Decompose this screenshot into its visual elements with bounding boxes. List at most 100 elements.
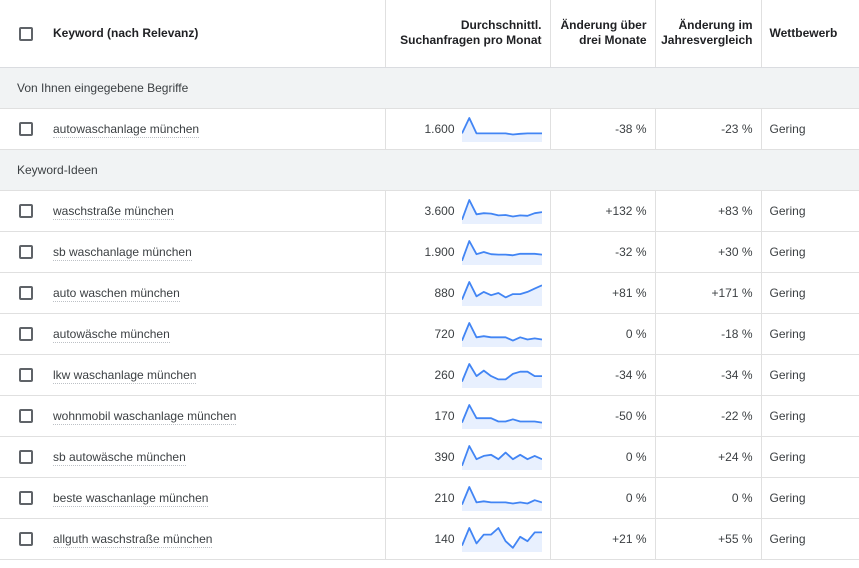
sparkline-area (461, 486, 542, 511)
column-header-three-month-change[interactable]: Änderung über drei Monate (549, 0, 655, 68)
keyword-cell: sb autowäsche münchen (47, 436, 385, 478)
column-header-competition[interactable]: Wettbewerb (760, 0, 859, 68)
avg-searches-value: 3.600 (424, 203, 455, 218)
keyword-text: allguth waschstraße münchen (53, 531, 213, 548)
trend-sparkline (460, 280, 542, 306)
yoy-change-value: +171 % (711, 285, 753, 300)
avg-searches-cell: 140 (384, 518, 550, 560)
trend-sparkline (460, 485, 542, 511)
table-header-row: Keyword (nach Relevanz) Durchschnittl. S… (0, 0, 859, 68)
keyword-cell: wohnmobil waschanlage münchen (47, 395, 385, 437)
yoy-change-value: -23 % (721, 121, 753, 136)
row-checkbox[interactable] (18, 244, 33, 259)
sparkline-line (460, 239, 542, 261)
three-month-change-cell: +132 % (549, 190, 655, 232)
yoy-change-cell: +55 % (654, 518, 761, 560)
select-all-cell (0, 0, 47, 68)
row-checkbox[interactable] (18, 203, 33, 218)
trend-sparkline (460, 198, 542, 224)
competition-value: Gering (769, 203, 806, 218)
row-checkbox-cell (0, 436, 47, 478)
yoy-change-cell: -22 % (654, 395, 761, 437)
competition-value: Gering (769, 244, 806, 259)
competition-cell: Gering (760, 190, 859, 232)
row-checkbox-cell (0, 354, 47, 396)
sparkline-line (460, 444, 542, 466)
keyword-text: sb waschanlage münchen (53, 244, 192, 261)
sparkline-area (461, 199, 542, 224)
keyword-cell: autowäsche münchen (47, 313, 385, 355)
avg-searches-value: 140 (434, 531, 455, 546)
sparkline-area (461, 117, 542, 142)
yoy-change-cell: -18 % (654, 313, 761, 355)
row-checkbox[interactable] (18, 326, 33, 341)
table-row: sb waschanlage münchen 1.900 -32 % +30 % Ger… (0, 231, 859, 273)
keyword-cell: beste waschanlage münchen (47, 477, 385, 519)
keyword-text: waschstraße münchen (53, 203, 174, 220)
keyword-text: autowäsche münchen (53, 326, 170, 343)
column-header-yoy-change[interactable]: Änderung im Jahresvergleich (654, 0, 761, 68)
row-checkbox[interactable] (18, 449, 33, 464)
table-body: Von Ihnen eingegebene Begriffe autowascha… (0, 67, 859, 560)
row-checkbox[interactable] (18, 285, 33, 300)
competition-value: Gering (769, 449, 806, 464)
row-checkbox-cell (0, 518, 47, 560)
sparkline-area (461, 527, 542, 552)
avg-searches-value: 210 (434, 490, 455, 505)
competition-cell: Gering (760, 231, 859, 273)
avg-searches-cell: 3.600 (384, 190, 550, 232)
three-month-change-cell: 0 % (549, 477, 655, 519)
avg-searches-cell: 720 (384, 313, 550, 355)
row-checkbox[interactable] (18, 531, 33, 546)
column-header-keyword-label: Keyword (nach Relevanz) (53, 26, 199, 41)
trend-sparkline (460, 362, 542, 388)
three-month-change-cell: 0 % (549, 436, 655, 478)
sparkline-line (460, 116, 542, 135)
yoy-change-cell: +30 % (654, 231, 761, 273)
column-header-three-month-line1: Änderung über (560, 18, 647, 33)
table-row: autowaschanlage münchen 1.600 -38 % -23 % Ge… (0, 108, 859, 150)
row-checkbox[interactable] (18, 367, 33, 382)
avg-searches-value: 170 (434, 408, 455, 423)
competition-value: Gering (769, 367, 806, 382)
column-header-avg-searches[interactable]: Durchschnittl. Suchanfragen pro Monat (384, 0, 550, 68)
row-checkbox[interactable] (18, 121, 33, 136)
row-checkbox[interactable] (18, 490, 33, 505)
three-month-change-cell: -34 % (549, 354, 655, 396)
avg-searches-value: 1.900 (424, 244, 455, 259)
column-header-keyword[interactable]: Keyword (nach Relevanz) (47, 0, 385, 68)
three-month-change-value: +21 % (612, 531, 647, 546)
three-month-change-cell: -32 % (549, 231, 655, 273)
yoy-change-value: -34 % (721, 367, 753, 382)
avg-searches-value: 260 (434, 367, 455, 382)
section-header-row: Von Ihnen eingegebene Begriffe (0, 67, 859, 109)
column-header-avg-line2: Suchanfragen pro Monat (400, 33, 542, 48)
section-title: Von Ihnen eingegebene Begriffe (0, 67, 859, 109)
section-header-row: Keyword-Ideen (0, 149, 859, 191)
row-checkbox[interactable] (18, 408, 33, 423)
competition-value: Gering (769, 490, 806, 505)
three-month-change-value: -32 % (615, 244, 647, 259)
table-row: autowäsche münchen 720 0 % -18 % Gering (0, 313, 859, 355)
avg-searches-cell: 170 (384, 395, 550, 437)
competition-cell: Gering (760, 477, 859, 519)
trend-sparkline (460, 444, 542, 470)
competition-cell: Gering (760, 272, 859, 314)
avg-searches-value: 880 (434, 285, 455, 300)
keyword-text: beste waschanlage münchen (53, 490, 209, 507)
yoy-change-value: 0 % (731, 490, 753, 505)
keyword-text: sb autowäsche münchen (53, 449, 186, 466)
sparkline-area (461, 240, 542, 265)
competition-cell: Gering (760, 354, 859, 396)
sparkline-line (460, 321, 542, 342)
sparkline-area (461, 322, 542, 347)
sparkline-area (461, 445, 542, 470)
select-all-checkbox[interactable] (18, 26, 33, 41)
yoy-change-cell: +83 % (654, 190, 761, 232)
avg-searches-value: 1.600 (424, 121, 455, 136)
three-month-change-cell: -38 % (549, 108, 655, 150)
keyword-text: auto waschen münchen (53, 285, 180, 302)
three-month-change-value: 0 % (625, 326, 647, 341)
trend-sparkline (460, 239, 542, 265)
